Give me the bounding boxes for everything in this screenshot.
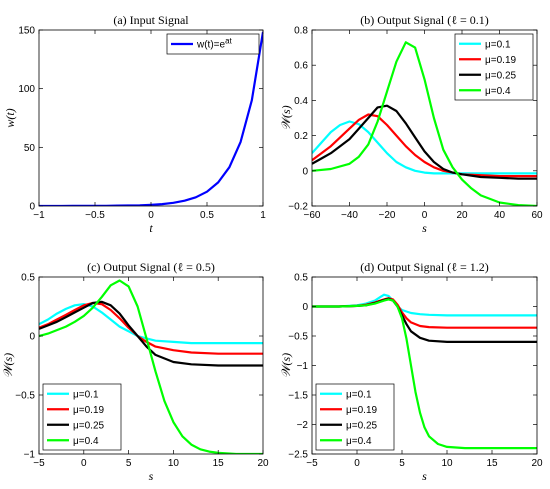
- y-tick-label: −1: [24, 450, 36, 461]
- y-tick-label: −2.5: [288, 450, 308, 461]
- legend: μ=0.1 μ=0.19 μ=0.25 μ=0.4: [42, 383, 122, 451]
- series-group: [312, 293, 537, 450]
- y-tick-label: 0: [29, 202, 35, 213]
- x-tick-label: 60: [531, 210, 543, 221]
- legend-label: μ=0.19: [73, 405, 105, 416]
- chart-title: (a) Input Signal: [113, 13, 189, 27]
- legend-label: μ=0.4: [346, 436, 372, 447]
- y-tick-label: 0.6: [294, 61, 308, 72]
- legend-label: μ=0.1: [346, 389, 372, 400]
- y-tick-label: 0: [29, 332, 35, 343]
- y-axis-label: 𝒲(s): [279, 105, 293, 130]
- legend-label: μ=0.4: [485, 86, 511, 97]
- series-line-2: [39, 300, 263, 367]
- legend: μ=0.1 μ=0.19 μ=0.25 μ=0.4: [454, 33, 534, 101]
- series-line-1: [312, 113, 537, 178]
- x-tick-label: −20: [379, 210, 396, 221]
- y-tick-label: 0.5: [21, 273, 35, 284]
- x-tick-label: 0: [354, 458, 360, 469]
- series-line-2: [312, 104, 537, 180]
- y-tick-label: −0.5: [288, 332, 308, 343]
- legend-label: μ=0.1: [73, 389, 99, 400]
- y-axis-label: 𝒲(s): [1, 353, 15, 378]
- x-tick-label: −5: [33, 458, 45, 469]
- chart-title: (d) Output Signal (ℓ = 1.2): [360, 260, 489, 274]
- x-tick-label: 20: [531, 458, 543, 469]
- x-tick-label: 0: [81, 458, 87, 469]
- axes-frame: [38, 276, 264, 455]
- x-tick-label: 20: [257, 458, 269, 469]
- series-line-3: [312, 41, 537, 206]
- x-tick-label: −1: [33, 210, 45, 221]
- y-tick-label: 0: [302, 302, 308, 313]
- legend: w(t)=eat: [166, 33, 260, 55]
- legend: μ=0.1 μ=0.19 μ=0.25 μ=0.4: [315, 383, 395, 451]
- x-tick-label: 10: [168, 458, 180, 469]
- legend-box: [166, 33, 260, 55]
- y-axis-label: 𝒲(s): [279, 353, 293, 378]
- series-line-0: [39, 303, 263, 345]
- y-tick-label: −2: [297, 420, 309, 431]
- chart-2: −5 0 5 10 15 20 −1 −0.5 0 0.5 (c) Output Signal (ℓ…: [1, 260, 269, 483]
- y-axis-label: w(t): [3, 108, 17, 127]
- legend-label: μ=0.25: [73, 420, 105, 431]
- y-tick-label: 0.2: [294, 131, 308, 142]
- x-tick-label: 15: [213, 458, 225, 469]
- x-tick-label: 0.5: [200, 210, 214, 221]
- x-tick-label: 0: [148, 210, 154, 221]
- x-tick-label: 10: [441, 458, 453, 469]
- legend-label: μ=0.19: [346, 405, 378, 416]
- y-tick-label: 50: [24, 143, 36, 154]
- y-tick-label: 150: [18, 26, 35, 37]
- x-axis-label: s: [422, 469, 427, 483]
- series-group: [312, 41, 537, 206]
- x-tick-label: 5: [399, 458, 405, 469]
- series-line-3: [312, 298, 537, 450]
- series-line-1: [39, 301, 263, 355]
- x-tick-label: −40: [341, 210, 358, 221]
- legend-label: w(t)=eat: [196, 37, 233, 51]
- x-tick-label: −0.5: [85, 210, 105, 221]
- x-tick-label: −60: [304, 210, 321, 221]
- legend-label: μ=0.25: [346, 420, 378, 431]
- plot-area: [39, 30, 263, 206]
- legend-superscript: at: [225, 37, 232, 46]
- x-axis-label: s: [422, 221, 427, 235]
- y-tick-label: 0.4: [294, 96, 308, 107]
- chart-title: (b) Output Signal (ℓ = 0.1): [360, 13, 489, 27]
- series-line-3: [39, 279, 263, 454]
- legend-label: μ=0.4: [73, 436, 99, 447]
- y-tick-label: −1: [297, 361, 309, 372]
- x-tick-label: 15: [486, 458, 498, 469]
- y-tick-label: −1.5: [288, 391, 308, 402]
- legend-box: [42, 383, 122, 451]
- x-tick-label: 40: [494, 210, 506, 221]
- chart-1: −60 −40 −20 0 20 40 60 −0.2 0 0.2 0.4 0.6 0.8 (b) Out…: [279, 13, 543, 235]
- legend-label: μ=0.19: [485, 55, 517, 66]
- x-axis-label: s: [149, 469, 154, 483]
- legend-box: [454, 33, 534, 101]
- series-line-0: [312, 120, 537, 175]
- series-group: [39, 279, 263, 454]
- x-axis-label: t: [149, 221, 153, 235]
- y-tick-label: 0: [302, 166, 308, 177]
- x-tick-label: 20: [456, 210, 468, 221]
- y-tick-label: 0.5: [294, 273, 308, 284]
- legend-label: μ=0.25: [485, 70, 517, 81]
- chart-title: (c) Output Signal (ℓ = 0.5): [87, 260, 215, 274]
- x-tick-label: −5: [306, 458, 318, 469]
- x-tick-label: 1: [260, 210, 266, 221]
- chart-0: −1 −0.5 0 0.5 1 0 50 100 150 (a) Input Signal t w(t…: [3, 13, 266, 235]
- chart-3: −5 0 5 10 15 20 −2.5 −2 −1.5 −1 −0.5 0 0.5 (d) Output…: [279, 260, 543, 483]
- x-tick-label: 5: [126, 458, 132, 469]
- y-tick-label: 0.8: [294, 26, 308, 37]
- y-tick-label: −0.2: [288, 202, 308, 213]
- legend-label: μ=0.1: [485, 39, 511, 50]
- legend-box: [315, 383, 395, 451]
- y-tick-label: −0.5: [15, 391, 35, 402]
- y-tick-label: 100: [18, 84, 35, 95]
- x-tick-label: 0: [422, 210, 428, 221]
